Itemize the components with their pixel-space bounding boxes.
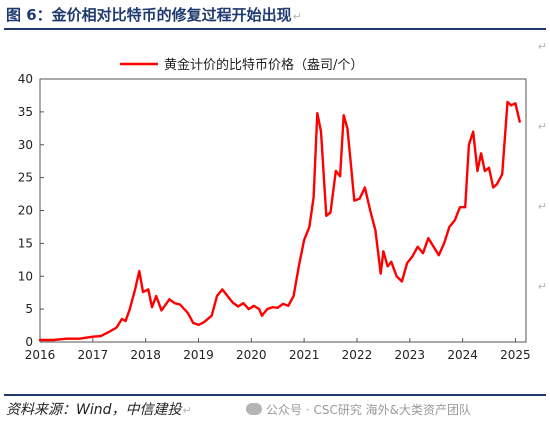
y-tick-label: 30 [18,138,33,152]
x-tick-label: 2018 [130,348,161,362]
watermark: 公众号 · CSC研究 海外&大类资产团队 [246,401,471,418]
y-tick-label: 35 [18,105,33,119]
source-note: 资料来源：Wind，中信建投↵ [6,399,192,419]
x-tick-label: 2016 [25,348,56,362]
x-tick-label: 2017 [78,348,109,362]
edge-mark-icon: ↵ [537,120,547,133]
paragraph-return-icon: ↵ [292,10,302,23]
x-tick-label: 2019 [183,348,214,362]
x-tick-label: 2024 [447,348,478,362]
legend-label: 黄金计价的比特币价格（盎司/个） [164,57,363,73]
edge-mark-icon: ↵ [537,200,547,213]
x-tick-label: 2021 [289,348,320,362]
y-tick-label: 5 [25,302,33,316]
x-tick-label: 2022 [342,348,373,362]
wechat-icon [246,403,262,415]
source-rule [4,394,546,396]
figure-title: 图 6：金价相对比特币的修复过程开始出现↵ [6,4,302,25]
paragraph-return-icon: ↵ [182,404,192,417]
title-rule [4,28,546,30]
source-text: 资料来源：Wind，中信建投 [6,402,182,418]
figure-title-text: 图 6：金价相对比特币的修复过程开始出现 [6,6,292,24]
y-tick-label: 25 [18,171,33,185]
series-line [38,100,521,342]
watermark-text: 公众号 · CSC研究 海外&大类资产团队 [266,403,471,417]
edge-mark-icon: ↵ [537,40,547,53]
y-tick-label: 0 [25,335,33,349]
y-tick-label: 40 [18,72,33,86]
x-tick-label: 2025 [500,348,531,362]
plot-frame [39,78,527,343]
y-tick-label: 15 [18,236,33,250]
x-tick-label: 2020 [236,348,267,362]
y-tick-label: 10 [18,269,33,283]
y-tick-label: 20 [18,204,33,218]
x-tick-label: 2023 [395,348,426,362]
edge-mark-icon: ↵ [537,280,547,293]
